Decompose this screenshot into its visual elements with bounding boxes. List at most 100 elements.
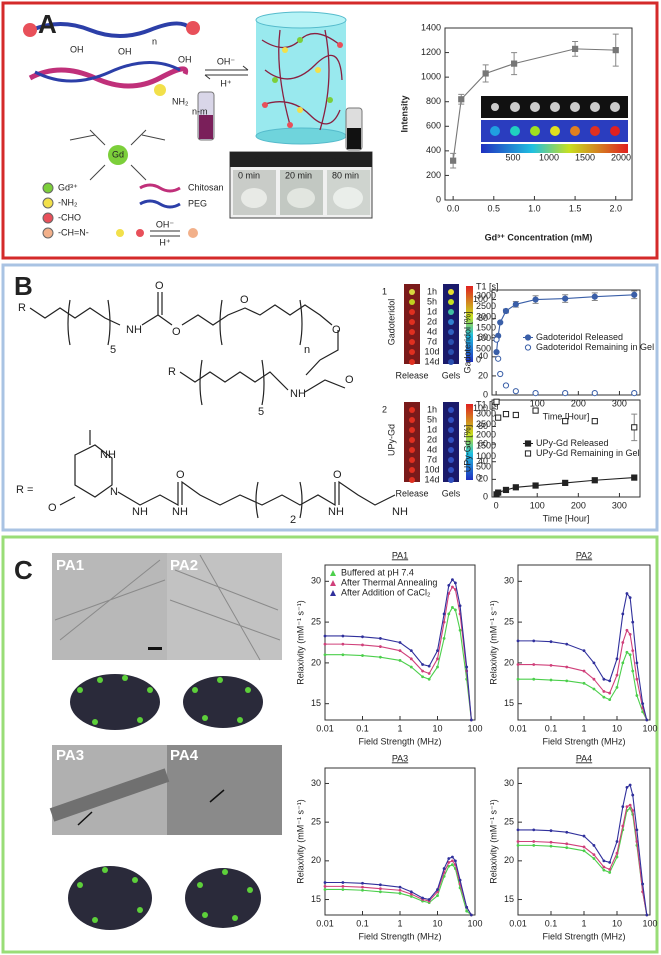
point xyxy=(524,344,532,351)
point xyxy=(608,867,612,871)
x-tick-label: 0.1 xyxy=(545,918,558,928)
colorbar-tick-label: 1000 xyxy=(476,333,496,343)
point xyxy=(398,891,402,895)
point xyxy=(341,881,345,884)
gel-spot xyxy=(409,359,415,365)
point xyxy=(398,888,402,892)
point xyxy=(436,649,439,653)
point xyxy=(458,604,462,608)
y-tick-label: 15 xyxy=(504,894,514,904)
point xyxy=(631,291,638,298)
tem-label: PA4 xyxy=(170,747,199,764)
point xyxy=(582,681,586,685)
gel-spot xyxy=(448,349,454,355)
gel-spot xyxy=(409,467,415,473)
point xyxy=(591,477,598,484)
structure-label: O xyxy=(345,374,354,386)
y-axis-label: Relaxivity (mM⁻¹ s⁻¹) xyxy=(295,600,305,685)
point xyxy=(625,785,629,789)
y-axis-label: Relaxivity (mM⁻¹ s⁻¹) xyxy=(488,799,498,884)
point xyxy=(427,898,431,901)
legend-label: Gd³⁺ xyxy=(58,182,78,192)
point xyxy=(565,642,569,646)
structure-label: O xyxy=(332,324,341,336)
point xyxy=(421,669,424,673)
point xyxy=(458,96,465,103)
colorbar-tick-label: 2500 xyxy=(476,419,496,429)
y-tick-label: 1200 xyxy=(421,47,441,57)
gel-set-number: 1 xyxy=(382,286,387,296)
x-tick-label: 1.0 xyxy=(528,203,541,213)
point xyxy=(592,857,596,860)
point xyxy=(615,673,619,677)
legend-label: -CHO xyxy=(58,212,81,222)
point xyxy=(532,828,536,832)
point xyxy=(469,913,473,917)
point xyxy=(615,855,619,859)
x-tick-label: 300 xyxy=(612,398,627,408)
point xyxy=(591,293,598,300)
colorbar-tick-label: 2500 xyxy=(476,301,496,311)
point xyxy=(442,612,446,616)
gel-spot xyxy=(409,447,415,453)
panel-label: A xyxy=(38,9,57,39)
point xyxy=(398,885,402,889)
x-tick-label: 1 xyxy=(397,723,402,733)
legend-label: Gadoteridol Released xyxy=(536,332,623,342)
gel-spot xyxy=(448,329,454,335)
point xyxy=(512,411,519,419)
series-line xyxy=(518,592,648,721)
point xyxy=(635,677,639,681)
gel-time: 10d xyxy=(424,464,439,474)
series-line xyxy=(518,807,648,916)
point xyxy=(451,855,454,859)
x-axis-label: Time [Hour] xyxy=(543,513,590,523)
point xyxy=(562,418,569,425)
legend-label: Gadoteridol Remaining in Gel xyxy=(536,342,654,352)
point xyxy=(524,450,532,457)
point xyxy=(591,389,598,397)
y-tick-label: 25 xyxy=(504,616,514,626)
gel-time: 14d xyxy=(424,474,439,484)
gel-spot xyxy=(409,427,415,433)
x-tick-label: 0.0 xyxy=(447,203,460,213)
y-tick-label: 1400 xyxy=(421,22,441,32)
legend-label: After Thermal Annealing xyxy=(341,577,437,587)
point xyxy=(323,653,327,657)
point xyxy=(635,828,639,832)
point xyxy=(451,578,454,582)
chart-title: PA2 xyxy=(576,550,592,560)
colorbar-tick-label: 2000 xyxy=(611,152,631,162)
colorbar-tick-label: 1500 xyxy=(575,152,595,162)
schematic-label: NH₂ xyxy=(172,96,189,106)
point xyxy=(495,489,502,496)
point xyxy=(621,661,625,665)
point xyxy=(582,649,586,653)
point xyxy=(628,783,632,787)
panel-b-frame xyxy=(1,263,659,532)
point xyxy=(532,482,539,489)
point xyxy=(549,829,553,833)
point xyxy=(341,634,345,638)
point xyxy=(532,840,536,843)
point xyxy=(516,840,520,843)
point xyxy=(625,592,629,595)
point xyxy=(641,702,645,706)
gel-spot xyxy=(409,437,415,443)
point xyxy=(641,882,645,886)
legend-label: After Addition of CaCl₂ xyxy=(341,587,431,597)
point xyxy=(615,840,619,843)
point xyxy=(608,691,612,695)
point xyxy=(532,843,536,847)
point xyxy=(571,45,579,52)
point xyxy=(631,389,638,397)
series-line xyxy=(452,48,616,161)
plot-frame xyxy=(491,399,641,498)
panel-c-images xyxy=(49,553,282,930)
gel-time: 1d xyxy=(427,306,437,316)
point xyxy=(361,654,364,657)
point xyxy=(341,888,345,891)
point xyxy=(465,905,469,909)
x-tick-label: 0.01 xyxy=(509,723,527,733)
panel-b-structure xyxy=(29,292,396,519)
